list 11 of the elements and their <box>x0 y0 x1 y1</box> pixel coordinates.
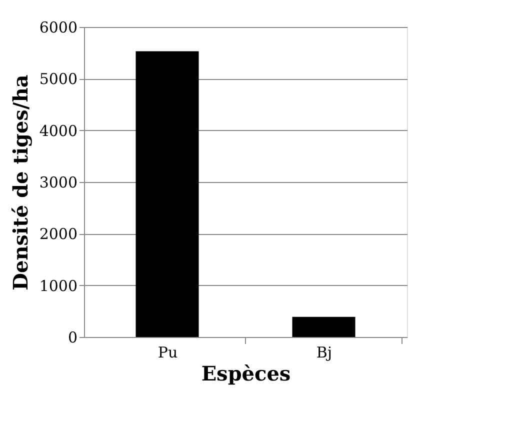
y-tick-label: 3000 <box>39 174 78 192</box>
y-tick-label: 0 <box>68 328 78 346</box>
x-axis-title: Espèces <box>201 362 291 386</box>
y-tick-label: 4000 <box>39 122 78 140</box>
y-tick-label: 1000 <box>39 276 78 295</box>
y-axis-title: Densité de tiges/ha <box>8 74 32 290</box>
x-tick-label: Pu <box>158 344 178 362</box>
y-tick-label: 6000 <box>39 18 78 36</box>
y-tick-label: 5000 <box>39 70 78 88</box>
x-tick-label: Bj <box>316 344 332 362</box>
y-tick-label: 2000 <box>39 225 78 244</box>
